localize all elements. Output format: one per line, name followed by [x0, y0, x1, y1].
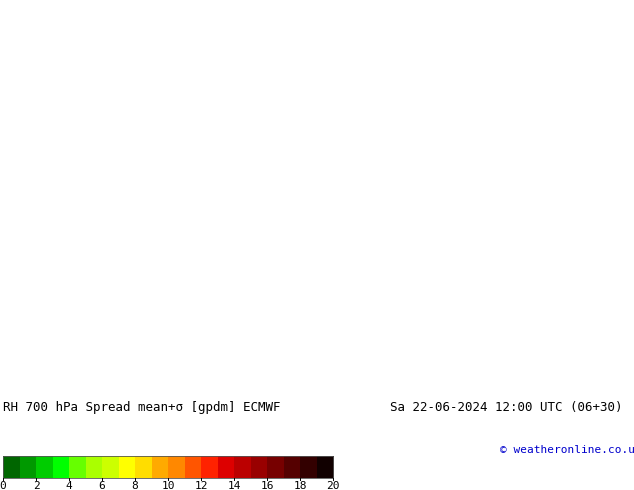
Bar	[234, 456, 251, 478]
Bar	[250, 456, 268, 478]
Bar	[283, 456, 301, 478]
Text: 12: 12	[194, 482, 208, 490]
Bar	[300, 456, 317, 478]
Text: 14: 14	[227, 482, 241, 490]
Bar	[135, 456, 152, 478]
Bar	[36, 456, 53, 478]
Text: © weatheronline.co.uk: © weatheronline.co.uk	[500, 445, 634, 455]
Bar	[217, 456, 235, 478]
Text: 20: 20	[327, 482, 340, 490]
Bar	[201, 456, 218, 478]
Bar	[3, 456, 333, 478]
Text: 10: 10	[161, 482, 175, 490]
Bar	[267, 456, 284, 478]
Text: 6: 6	[99, 482, 105, 490]
Text: 16: 16	[260, 482, 274, 490]
Text: 2: 2	[32, 482, 39, 490]
Bar	[20, 456, 37, 478]
Text: RH 700 hPa Spread mean+σ [gpdm] ECMWF: RH 700 hPa Spread mean+σ [gpdm] ECMWF	[3, 401, 280, 415]
Text: Sa 22-06-2024 12:00 UTC (06+30): Sa 22-06-2024 12:00 UTC (06+30)	[390, 401, 623, 415]
Bar	[102, 456, 119, 478]
Bar	[184, 456, 202, 478]
Text: 4: 4	[66, 482, 72, 490]
Bar	[3, 456, 20, 478]
Text: 0: 0	[0, 482, 6, 490]
Bar	[316, 456, 333, 478]
Bar	[69, 456, 86, 478]
Bar	[86, 456, 103, 478]
Bar	[168, 456, 185, 478]
Text: 8: 8	[132, 482, 138, 490]
Bar	[152, 456, 169, 478]
Bar	[53, 456, 70, 478]
Bar	[119, 456, 136, 478]
Text: 18: 18	[294, 482, 307, 490]
